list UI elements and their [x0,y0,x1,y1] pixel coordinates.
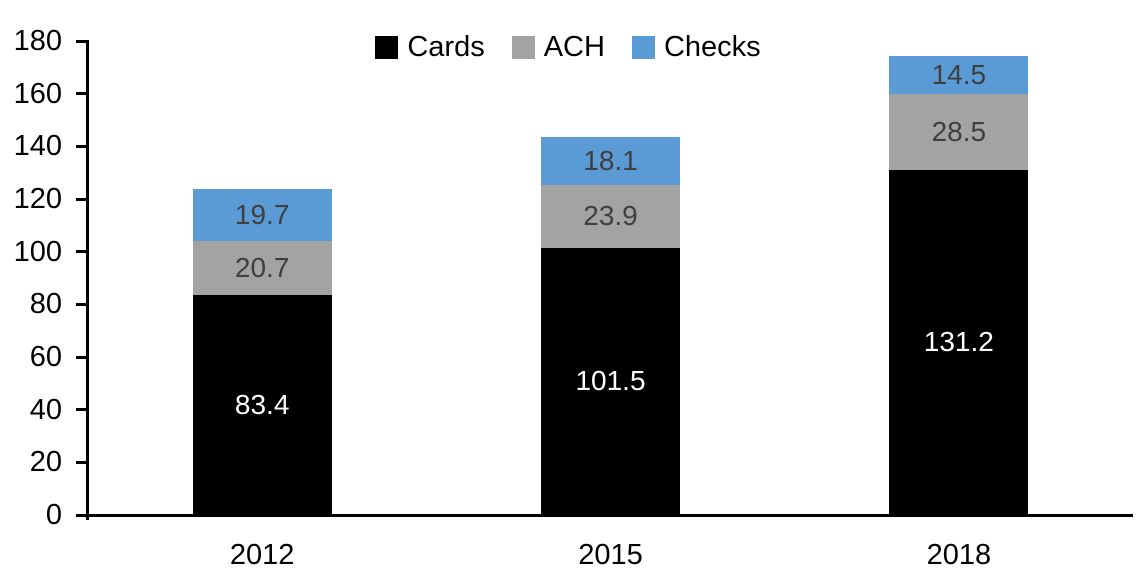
y-axis-tick-label: 100 [13,235,62,268]
y-axis-tick [76,144,88,148]
y-axis-tick-label: 160 [13,77,62,110]
data-label: 19.7 [234,198,290,230]
y-axis-tick [76,250,88,254]
legend-item-ach: ACH [511,31,605,64]
y-axis-line [86,40,89,520]
y-axis-tick-label: 140 [13,130,62,163]
y-axis-tick [76,355,88,359]
chart-legend: Cards ACH Checks [0,31,1136,64]
legend-item-checks: Checks [631,31,761,64]
bar-segment-ach-2018: 28.5 [889,94,1029,170]
y-axis-tick [76,39,88,43]
bar-segment-checks-2015: 18.1 [541,137,680,185]
legend-label: Cards [407,31,485,63]
bar-segment-cards-2015: 101.5 [541,247,680,515]
legend-label: ACH [543,31,605,63]
y-axis-tick-label: 120 [13,183,62,215]
data-label: 83.4 [234,389,290,421]
legend-swatch-icon [375,36,399,59]
data-label: 101.5 [575,365,646,397]
bar-segment-checks-2012: 19.7 [192,188,332,241]
data-label: 131.2 [923,326,994,358]
y-axis-tick [76,197,88,201]
data-label: 23.9 [583,200,638,232]
bar-segment-ach-2012: 20.7 [192,240,332,296]
bar-segment-checks-2018: 14.5 [889,56,1029,95]
legend-swatch-icon [511,36,535,59]
x-axis-category-label: 2018 [926,539,992,571]
bar-segment-ach-2015: 23.9 [541,184,680,248]
bar-segment-cards-2018: 131.2 [889,169,1029,515]
y-axis-tick-label: 0 [45,499,62,531]
x-axis-category-label: 2015 [578,539,643,571]
y-axis-tick-label: 20 [29,446,62,479]
data-label: 20.7 [234,252,290,284]
y-axis-tick [76,92,88,96]
legend-label: Checks [663,31,761,63]
x-axis-line [76,514,1133,517]
y-axis-tick [76,302,88,306]
y-axis-tick-label: 180 [13,25,62,57]
legend-swatch-icon [631,36,655,59]
y-axis-tick [76,408,88,412]
y-axis-tick [76,460,88,464]
bar-segment-cards-2012: 83.4 [192,295,332,515]
data-label: 18.1 [583,144,638,176]
x-axis-category-label: 2012 [229,539,295,571]
data-label: 28.5 [931,115,987,147]
y-axis-tick-label: 60 [29,341,62,373]
y-axis-tick-label: 40 [29,393,62,426]
y-axis-tick-label: 80 [29,288,62,321]
legend-item-cards: Cards [375,31,485,64]
data-label: 14.5 [931,59,987,91]
